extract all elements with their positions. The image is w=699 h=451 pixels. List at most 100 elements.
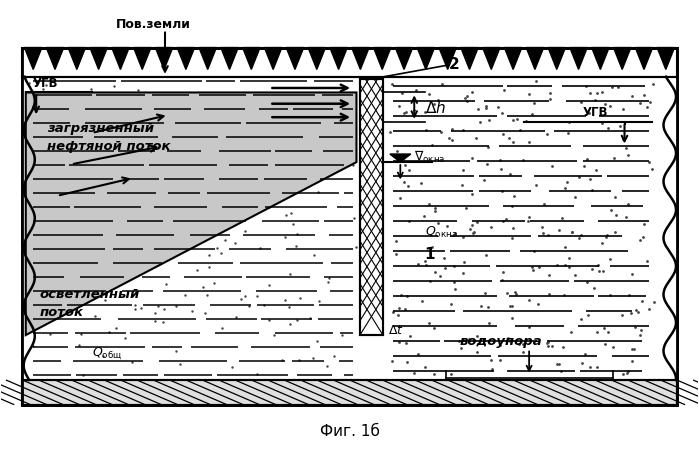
Point [41, 82, 52, 89]
Point [409, 107, 420, 114]
Polygon shape [330, 48, 347, 70]
Point [296, 116, 307, 123]
Point [62, 220, 73, 227]
Point [466, 155, 477, 162]
Bar [22, 48, 677, 405]
Point [596, 89, 607, 96]
Point [294, 295, 305, 302]
Point [236, 178, 247, 185]
Point [566, 229, 577, 236]
Point [537, 230, 548, 237]
Point [69, 238, 80, 245]
Point [473, 106, 484, 114]
Point [386, 82, 397, 89]
Point [395, 195, 406, 202]
Point [399, 162, 410, 170]
Point [335, 124, 346, 131]
Point [621, 369, 633, 377]
Polygon shape [177, 48, 194, 70]
Point [313, 90, 324, 97]
Point [523, 217, 534, 225]
Point [517, 341, 528, 348]
Point [575, 232, 586, 239]
Point [596, 240, 607, 247]
Polygon shape [68, 48, 85, 70]
Point [479, 336, 490, 343]
Point [239, 228, 250, 235]
Point [507, 117, 519, 124]
Point [75, 330, 87, 337]
Point [503, 334, 514, 341]
Point [471, 349, 482, 356]
Point [38, 91, 50, 98]
Point [405, 332, 416, 340]
Point [283, 304, 294, 311]
Polygon shape [417, 48, 435, 70]
Point [556, 214, 568, 221]
Point [245, 196, 256, 203]
Point [419, 213, 430, 220]
Point [428, 370, 440, 377]
Point [424, 201, 435, 208]
Point [256, 129, 267, 137]
Point [509, 193, 520, 200]
Polygon shape [134, 48, 151, 70]
Point [511, 116, 522, 123]
Text: УГВ: УГВ [33, 77, 58, 90]
Polygon shape [352, 48, 369, 70]
Point [189, 147, 201, 155]
Point [432, 97, 443, 105]
Point [544, 272, 555, 279]
Point [331, 97, 342, 104]
Point [415, 180, 426, 188]
Point [85, 86, 96, 93]
Point [402, 358, 413, 365]
Polygon shape [614, 48, 631, 70]
Polygon shape [24, 48, 42, 70]
Point [322, 363, 333, 370]
Point [480, 251, 491, 258]
Bar [360, 80, 383, 335]
Text: $Q_{\rm общ}$: $Q_{\rm общ}$ [92, 345, 122, 361]
Point [207, 175, 218, 182]
Point [644, 306, 655, 313]
Point [630, 324, 641, 331]
Point [129, 302, 140, 309]
Point [292, 143, 303, 151]
Point [43, 137, 54, 144]
Point [75, 286, 86, 293]
Point [563, 264, 575, 271]
Point [575, 316, 586, 323]
Point [630, 306, 642, 313]
Point [259, 302, 270, 309]
Point [539, 201, 550, 208]
Polygon shape [26, 93, 356, 335]
Point [303, 136, 315, 143]
Point [553, 361, 564, 368]
Point [394, 305, 405, 312]
Point [419, 364, 431, 371]
Point [447, 126, 458, 133]
Point [210, 222, 222, 229]
Point [247, 156, 259, 163]
Point [582, 279, 593, 286]
Point [503, 135, 514, 142]
Point [565, 328, 576, 336]
Point [152, 137, 163, 144]
Text: $\Delta h$: $\Delta h$ [425, 99, 446, 115]
Point [598, 325, 610, 332]
Point [467, 191, 478, 198]
Point [643, 159, 654, 166]
Bar [383, 78, 677, 380]
Point [498, 268, 509, 276]
Point [585, 176, 596, 183]
Point [496, 110, 507, 117]
Point [449, 263, 460, 270]
Point [470, 135, 482, 142]
Point [311, 337, 322, 345]
Point [445, 370, 456, 377]
Point [533, 301, 544, 308]
Point [542, 340, 553, 347]
Point [559, 292, 570, 299]
Point [428, 101, 439, 109]
